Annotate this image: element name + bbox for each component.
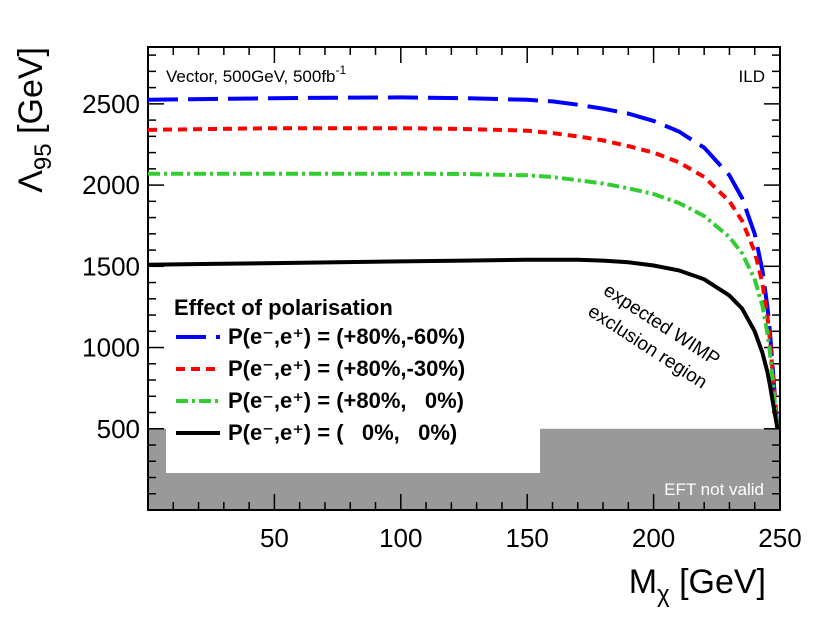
- annotation-top-left: Vector, 500GeV, 500fb-1: [166, 63, 347, 86]
- legend-box: [166, 286, 540, 473]
- legend-label-1: P(e⁻,e⁺) = (+80%,-30%): [228, 356, 465, 381]
- annotation-top-right: ILD: [739, 67, 765, 86]
- eft-region-label: EFT not valid: [664, 480, 764, 499]
- axis-ticks: [148, 47, 780, 510]
- y-tick-label: 1000: [82, 333, 140, 363]
- legend-label-0: P(e⁻,e⁺) = (+80%,-60%): [228, 324, 465, 349]
- x-tick-label: 100: [379, 523, 422, 553]
- x-tick-label: 50: [260, 523, 289, 553]
- y-tick-label: 2000: [82, 170, 140, 200]
- legend-title: Effect of polarisation: [174, 295, 393, 320]
- annotation-top-left-text: Vector, 500GeV, 500fb: [166, 67, 336, 86]
- legend-label-2: P(e⁻,e⁺) = (+80%, 0%): [228, 388, 464, 413]
- series-line-2: [148, 171, 780, 430]
- legend-entries: P(e⁻,e⁺) = (+80%,-60%) P(e⁻,e⁺) = (+80%,-…: [176, 324, 465, 445]
- y-axis-title-sub: 95: [30, 143, 57, 170]
- y-tick-label: 1500: [82, 251, 140, 281]
- y-axis-title: Λ95 [GeV]: [12, 47, 57, 193]
- x-axis-title: Mχ [GeV]: [629, 563, 766, 608]
- x-tick-label: 200: [632, 523, 675, 553]
- y-tick-label: 2500: [82, 89, 140, 119]
- series-line-1: [147, 126, 780, 429]
- y-axis-title-unit: [GeV]: [12, 47, 50, 143]
- x-tick-label: 150: [506, 523, 549, 553]
- x-axis-title-main: M: [629, 563, 657, 601]
- axis-tick-labels: 50 100 150 200 250 500 1000 1500 2000 2500: [82, 89, 802, 553]
- series-lines: [147, 95, 780, 430]
- series-line-3: [147, 257, 780, 430]
- y-axis-title-main: Λ: [12, 170, 50, 193]
- x-axis-title-unit: [GeV]: [670, 563, 766, 601]
- x-axis-title-sub: χ: [657, 581, 670, 608]
- legend-label-3: P(e⁻,e⁺) = ( 0%, 0%): [228, 420, 457, 445]
- legend: Effect of polarisation P(e⁻,e⁺) = (+80%,…: [166, 286, 540, 473]
- x-tick-label: 250: [758, 523, 801, 553]
- annotation-top-left-superscript: -1: [336, 63, 347, 77]
- plot-frame: [147, 46, 781, 511]
- y-tick-label: 500: [97, 414, 140, 444]
- exclusion-region-annotation: expected WIMP exclusion region: [584, 280, 723, 393]
